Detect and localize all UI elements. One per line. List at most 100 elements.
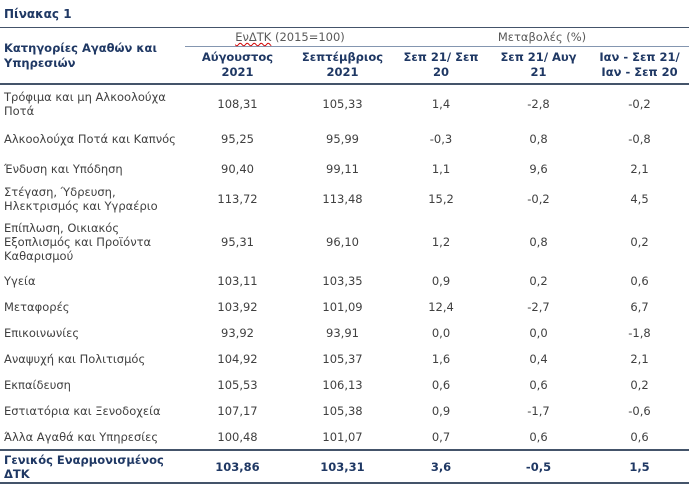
- table-row: Μεταφορές 103,92 101,09 12,4 -2,7 6,7: [0, 294, 689, 320]
- row-label: Γενικός Εναρμονισμένος ΔΤΚ: [0, 449, 185, 484]
- cell-value: -0,2: [628, 96, 651, 111]
- cell-value: 95,31: [221, 235, 254, 249]
- table-row: Επικοινωνίες 93,92 93,91 0,0 0,0 -1,8: [0, 320, 689, 346]
- row-label: Στέγαση, Ύδρευση, Ηλεκτρισμός και Υγραέρ…: [4, 185, 158, 213]
- cell-value: 1,1: [431, 162, 451, 176]
- cell-value: 100,48: [217, 429, 258, 444]
- cell-value: -2,7: [527, 300, 550, 314]
- cell-value: 95,99: [326, 132, 359, 146]
- cell-value: 4,5: [630, 192, 649, 206]
- cell-value: 1,6: [431, 352, 451, 366]
- cpi-table: Κατηγορίες Αγαθών και Υπηρεσιών ΕνΔΤΚ (2…: [0, 27, 689, 484]
- row-label: Άλλα Αγαθά και Υπηρεσίες: [4, 429, 159, 444]
- cell-value: -0,2: [527, 192, 550, 206]
- table-row: Ένδυση και Υπόδηση 90,40 99,11 1,1 9,6 2,1: [0, 156, 689, 182]
- cell-value: 0,6: [431, 378, 451, 392]
- cell-value: 101,07: [322, 429, 363, 444]
- cell-value: 93,92: [221, 326, 254, 340]
- cell-value: -1,7: [527, 404, 550, 418]
- row-label: Τρόφιμα και μη Αλκοολούχα Ποτά: [4, 89, 166, 118]
- cell-value: 99,11: [326, 162, 359, 176]
- cell-value: 93,91: [326, 326, 359, 340]
- cell-value: 0,6: [529, 378, 548, 392]
- column-header: Ιαν - Σεπ 21/ Ιαν - Σεπ 20: [590, 46, 689, 85]
- table-row: Εκπαίδευση 105,53 106,13 0,6 0,6 0,2: [0, 372, 689, 398]
- header-group-index-base: (2015=100): [271, 30, 345, 44]
- row-label: Επικοινωνίες: [4, 326, 80, 340]
- cell-value: 0,6: [630, 429, 649, 444]
- table-row: Αλκοολούχα Ποτά και Καπνός 95,25 95,99 -0,3…: [0, 122, 689, 156]
- cell-value: -0,5: [487, 449, 590, 484]
- cell-value: 12,4: [428, 300, 454, 314]
- cell-value: 105,33: [322, 96, 363, 111]
- row-label: Επίπλωση, Οικιακός Εξοπλισμός και Προϊόν…: [4, 221, 152, 263]
- cell-value: 1,5: [590, 449, 689, 484]
- cell-value: 6,7: [630, 300, 649, 314]
- column-header: Σεπ 21/ Σεπ 20: [395, 46, 487, 85]
- cell-value: -0,8: [628, 132, 651, 146]
- table-row: Επίπλωση, Οικιακός Εξοπλισμός και Προϊόν…: [0, 216, 689, 268]
- header-group-index: ΕνΔΤΚ (2015=100): [185, 27, 395, 47]
- cell-value: 0,9: [431, 274, 451, 288]
- cell-value: 0,8: [529, 235, 548, 249]
- cell-value: 0,2: [529, 274, 548, 288]
- cell-value: -1,8: [628, 326, 651, 340]
- row-label: Εκπαίδευση: [4, 378, 71, 392]
- cell-value: -0,6: [628, 404, 651, 418]
- cell-value: 103,92: [217, 300, 258, 314]
- cell-value: 105,53: [217, 378, 258, 392]
- table-row: Άλλα Αγαθά και Υπηρεσίες 100,48 101,07 0,7 0…: [0, 424, 689, 450]
- row-label: Αλκοολούχα Ποτά και Καπνός: [4, 132, 176, 146]
- cell-value: 104,92: [217, 352, 258, 366]
- row-label: Υγεία: [4, 274, 36, 288]
- cell-value: 103,35: [322, 274, 363, 288]
- table-title: Πίνακας 1: [4, 7, 72, 21]
- cell-value: 103,31: [290, 449, 395, 484]
- header-group-index-name: ΕνΔΤΚ: [235, 30, 272, 44]
- cell-value: -0,3: [429, 132, 453, 146]
- row-label: Ένδυση και Υπόδηση: [4, 162, 123, 176]
- row-label: Μεταφορές: [4, 300, 70, 314]
- cell-value: 0,2: [630, 378, 649, 392]
- header-category: Κατηγορίες Αγαθών και Υπηρεσιών: [0, 27, 185, 85]
- table-row: Στέγαση, Ύδρευση, Ηλεκτρισμός και Υγραέρ…: [0, 182, 689, 216]
- cell-value: 105,37: [322, 352, 363, 366]
- cell-value: 1,2: [431, 235, 451, 249]
- cell-value: 0,8: [529, 132, 548, 146]
- cell-value: 103,11: [217, 274, 258, 288]
- table-row: Αναψυχή και Πολιτισμός 104,92 105,37 1,6 0,4…: [0, 346, 689, 372]
- cell-value: 3,6: [395, 449, 487, 484]
- cell-value: 96,10: [326, 235, 359, 249]
- column-header: Αύγουστος 2021: [185, 46, 290, 85]
- cell-value: 108,31: [217, 96, 258, 111]
- total-row: Γενικός Εναρμονισμένος ΔΤΚ 103,86 103,31 3,…: [0, 449, 689, 484]
- cell-value: 2,1: [630, 162, 649, 176]
- row-label: Εστιατόρια και Ξενοδοχεία: [4, 404, 161, 418]
- cell-value: 0,0: [529, 326, 548, 340]
- cell-value: 113,72: [217, 192, 258, 206]
- cell-value: 2,1: [630, 352, 649, 366]
- cell-value: 107,17: [217, 404, 258, 418]
- column-header: Σεπ 21/ Αυγ 21: [487, 46, 590, 85]
- table-row: Εστιατόρια και Ξενοδοχεία 107,17 105,38 0,9…: [0, 398, 689, 424]
- cell-value: 0,6: [630, 274, 649, 288]
- row-label: Αναψυχή και Πολιτισμός: [4, 352, 146, 366]
- column-header: Σεπτέμβριος 2021: [290, 46, 395, 85]
- cell-value: 113,48: [322, 192, 363, 206]
- cell-value: 103,86: [185, 449, 290, 484]
- cell-value: 1,4: [431, 96, 451, 111]
- cell-value: 90,40: [221, 162, 254, 176]
- table-row: Υγεία 103,11 103,35 0,9 0,2 0,6: [0, 268, 689, 294]
- cell-value: 0,2: [630, 235, 649, 249]
- cell-value: 15,2: [428, 192, 454, 206]
- cell-value: 0,9: [431, 404, 451, 418]
- header-group-changes: Μεταβολές (%): [395, 27, 689, 47]
- cell-value: 106,13: [322, 378, 363, 392]
- cell-value: 0,7: [431, 429, 451, 444]
- cell-value: 9,6: [529, 162, 548, 176]
- cell-value: 0,4: [529, 352, 548, 366]
- table-row: Τρόφιμα και μη Αλκοολούχα Ποτά 108,31 105,…: [0, 84, 689, 122]
- cell-value: 95,25: [221, 132, 254, 146]
- cell-value: 101,09: [322, 300, 363, 314]
- cell-value: -2,8: [527, 96, 550, 111]
